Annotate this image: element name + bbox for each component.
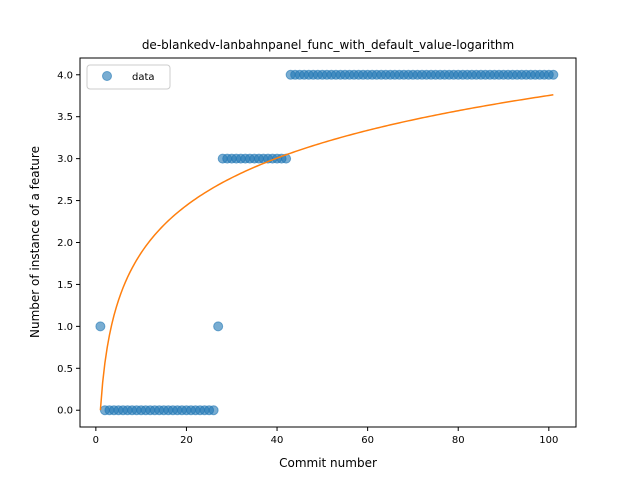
y-axis-title: Number of instance of a feature <box>28 146 42 338</box>
data-point <box>208 405 219 416</box>
x-tick-label: 80 <box>452 435 465 446</box>
y-tick-label: 0.5 <box>57 364 73 375</box>
x-axis-title: Commit number <box>279 456 377 470</box>
y-tick-label: 0.0 <box>57 406 73 417</box>
data-point <box>213 321 224 332</box>
data-point <box>95 321 106 332</box>
series-layer <box>95 69 559 416</box>
plot-frame <box>79 57 577 428</box>
x-axis: 0 20 40 60 80 100 <box>93 427 558 446</box>
legend-marker <box>102 71 112 81</box>
y-tick-label: 2.5 <box>57 196 73 207</box>
legend-box <box>86 64 171 90</box>
y-tick-label: 4.0 <box>57 70 73 81</box>
y-tick-label: 3.0 <box>57 154 73 165</box>
y-tick-label: 1.0 <box>57 322 73 333</box>
x-tick-label: 0 <box>93 435 99 446</box>
chart-title: de-blankedv-lanbahnpanel_func_with_defau… <box>142 38 514 52</box>
y-axis: 0.0 0.5 1.0 1.5 2.0 2.5 3.0 3.5 4.0 <box>57 70 80 417</box>
y-tick-label: 2.0 <box>57 238 73 249</box>
x-tick-label: 100 <box>539 435 558 446</box>
legend: data <box>86 64 171 90</box>
fit-line <box>99 94 554 411</box>
x-tick-label: 40 <box>271 435 284 446</box>
x-tick-label: 60 <box>361 435 374 446</box>
data-point <box>548 69 559 80</box>
y-tick-label: 1.5 <box>57 280 73 291</box>
y-tick-label: 3.5 <box>57 112 73 123</box>
legend-label-data: data <box>132 72 155 83</box>
x-tick-label: 20 <box>180 435 193 446</box>
